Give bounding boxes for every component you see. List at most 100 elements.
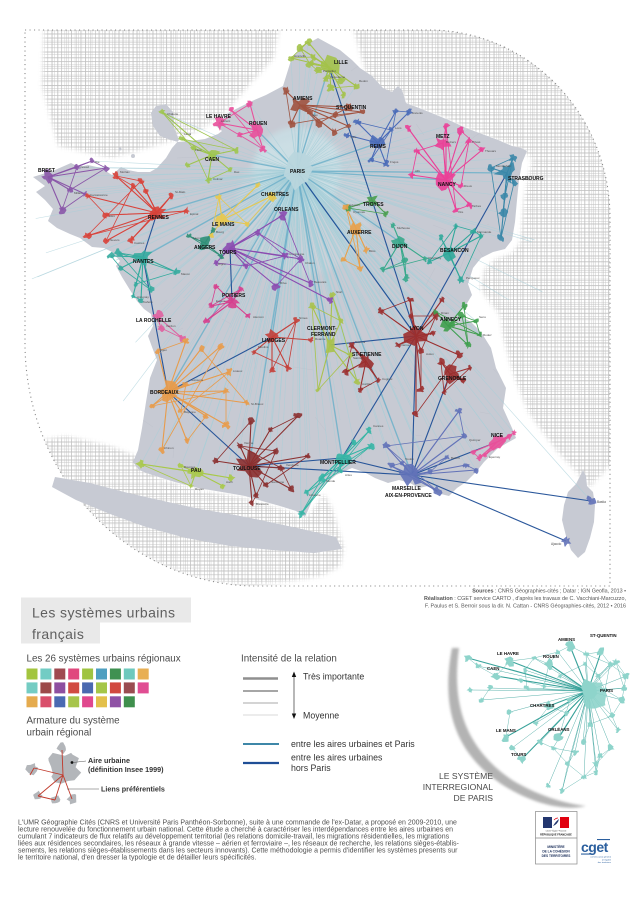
- svg-text:Dax: Dax: [234, 170, 240, 174]
- svg-text:St-Malo: St-Malo: [175, 190, 186, 194]
- svg-text:Les 26 systèmes urbains région: Les 26 systèmes urbains régionaux: [27, 654, 181, 665]
- svg-text:Avignon: Avignon: [349, 203, 360, 207]
- svg-text:Laval: Laval: [184, 132, 192, 136]
- svg-text:REIMS: REIMS: [370, 144, 387, 150]
- svg-text:Chalons: Chalons: [167, 112, 179, 116]
- svg-text:TOURS: TOURS: [219, 250, 237, 256]
- svg-text:BREST: BREST: [38, 168, 55, 174]
- svg-text:PARIS: PARIS: [600, 688, 613, 693]
- svg-text:Armature du système: Armature du système: [27, 716, 121, 727]
- svg-text:hors Paris: hors Paris: [291, 763, 331, 773]
- svg-text:Perigueux: Perigueux: [466, 276, 480, 280]
- svg-text:Les systèmes urbains: Les systèmes urbains: [32, 605, 175, 621]
- svg-text:Toulon: Toulon: [405, 457, 414, 461]
- svg-text:cumulant 7 indicateurs de flux: cumulant 7 indicateurs de flux relatifs …: [18, 834, 450, 841]
- svg-text:ANGERS: ANGERS: [194, 245, 216, 251]
- svg-text:Agen: Agen: [160, 348, 167, 352]
- svg-text:Vitre: Vitre: [428, 256, 434, 260]
- svg-text:DIJON: DIJON: [392, 244, 408, 250]
- svg-text:L'UMR Géographie Cités (CNRS e: L'UMR Géographie Cités (CNRS et Universi…: [18, 820, 457, 827]
- svg-text:Moulins: Moulins: [258, 345, 269, 349]
- svg-text:LE HAVRE: LE HAVRE: [497, 651, 519, 656]
- svg-text:Millau: Millau: [74, 191, 82, 195]
- svg-text:LE MANS: LE MANS: [496, 728, 516, 733]
- svg-text:le territoire national, d'en d: le territoire national, d'en dresser la …: [18, 855, 256, 862]
- svg-text:Belfort: Belfort: [451, 456, 460, 460]
- svg-text:Redon: Redon: [359, 79, 368, 83]
- svg-text:MONTPELLIER: MONTPELLIER: [320, 460, 356, 466]
- svg-text:Intensité de la relation: Intensité de la relation: [241, 654, 337, 665]
- svg-text:Bourg: Bourg: [216, 230, 224, 234]
- svg-text:AIX-EN-PROVENCE: AIX-EN-PROVENCE: [385, 493, 432, 499]
- svg-text:Niort: Niort: [336, 290, 343, 294]
- svg-text:Liberté • Égalité • Fraternité: Liberté • Égalité • Fraternité: [546, 830, 567, 833]
- svg-text:Narbonne: Narbonne: [271, 480, 285, 484]
- svg-text:Thouars: Thouars: [485, 149, 497, 153]
- svg-text:BORDEAUX: BORDEAUX: [150, 390, 179, 396]
- svg-text:GRENOBLE: GRENOBLE: [438, 376, 467, 382]
- svg-text:commissariat général: commissariat général: [590, 856, 611, 859]
- svg-text:NANCY: NANCY: [438, 182, 456, 188]
- svg-text:Vesoul: Vesoul: [80, 165, 89, 169]
- svg-text:entre les aires urbaines et Pa: entre les aires urbaines et Paris: [291, 739, 415, 749]
- svg-text:Ajaccio: Ajaccio: [551, 542, 562, 546]
- svg-text:Vendome: Vendome: [286, 463, 299, 467]
- svg-text:Beauvais: Beauvais: [314, 280, 327, 284]
- svg-text:Pontarlier: Pontarlier: [323, 69, 336, 73]
- svg-text:MARSEILLE: MARSEILLE: [392, 486, 422, 492]
- svg-text:Bourges: Bourges: [184, 465, 196, 469]
- svg-text:Lorient: Lorient: [221, 119, 230, 123]
- svg-text:sements, les relations sièges-: sements, les relations sièges-établissem…: [18, 848, 458, 855]
- svg-text:ST-ETIENNE: ST-ETIENNE: [352, 352, 382, 358]
- svg-text:FERRAND: FERRAND: [311, 332, 336, 338]
- svg-text:Ancenis: Ancenis: [412, 111, 423, 115]
- svg-text:lecture renouvelée du fonction: lecture renouvelée du fonctionnement urb…: [18, 827, 453, 834]
- svg-text:Annonay: Annonay: [137, 295, 149, 299]
- svg-text:Beziers: Beziers: [446, 140, 457, 144]
- svg-text:Moyenne: Moyenne: [303, 711, 339, 721]
- svg-text:Gap: Gap: [312, 113, 318, 117]
- svg-text:Nevers: Nevers: [110, 238, 120, 242]
- svg-text:Montauban: Montauban: [496, 164, 511, 168]
- svg-text:BESANCON: BESANCON: [440, 248, 469, 254]
- svg-text:des territoires: des territoires: [598, 861, 612, 864]
- svg-text:Bastia: Bastia: [597, 500, 606, 504]
- svg-text:Nimes: Nimes: [299, 316, 308, 320]
- svg-text:POITIERS: POITIERS: [222, 293, 246, 299]
- svg-text:TROYES: TROYES: [363, 202, 384, 208]
- svg-text:Compiegne: Compiegne: [289, 252, 305, 256]
- svg-text:ROUEN: ROUEN: [249, 121, 267, 127]
- svg-text:LE SYSTÈME: LE SYSTÈME: [439, 771, 493, 781]
- svg-text:Chinon: Chinon: [164, 446, 174, 450]
- svg-text:Saumur: Saumur: [355, 340, 366, 344]
- svg-text:Tarbes: Tarbes: [472, 204, 482, 208]
- svg-text:Vichy: Vichy: [434, 256, 442, 260]
- svg-text:Colmar: Colmar: [213, 177, 223, 181]
- svg-text:Vire: Vire: [458, 210, 464, 214]
- svg-text:LA ROCHELLE: LA ROCHELLE: [136, 318, 172, 324]
- svg-text:DES TERRITOIRES: DES TERRITOIRES: [542, 854, 571, 858]
- svg-text:CHARTRES: CHARTRES: [530, 703, 554, 708]
- svg-text:Aurillac: Aurillac: [362, 382, 372, 386]
- svg-text:Carcassonne: Carcassonne: [90, 193, 108, 197]
- svg-text:Morlaix: Morlaix: [120, 170, 130, 174]
- svg-text:Marmande: Marmande: [477, 230, 492, 234]
- svg-text:St-Brieuc: St-Brieuc: [251, 402, 264, 406]
- svg-text:Royan: Royan: [195, 487, 204, 491]
- svg-text:DE PARIS: DE PARIS: [454, 793, 494, 803]
- svg-text:Alencon: Alencon: [253, 315, 264, 319]
- svg-text:ST-QUENTIN: ST-QUENTIN: [590, 633, 617, 638]
- svg-text:METZ: METZ: [436, 134, 450, 140]
- svg-text:CHARTRES: CHARTRES: [261, 192, 289, 198]
- svg-text:liées aux résidences secondair: liées aux résidences secondaires, les ré…: [18, 841, 460, 848]
- svg-text:français: français: [32, 626, 84, 642]
- svg-text:Frejus: Frejus: [390, 160, 399, 164]
- svg-text:Roanne: Roanne: [315, 337, 326, 341]
- svg-text:ANNECY: ANNECY: [440, 317, 462, 323]
- svg-text:Mulhouse: Mulhouse: [397, 226, 410, 230]
- svg-text:Aire urbaine: Aire urbaine: [88, 756, 130, 765]
- svg-text:Dreux: Dreux: [464, 184, 473, 188]
- svg-text:Digne: Digne: [218, 262, 226, 266]
- svg-text:Liens préférentiels: Liens préférentiels: [101, 785, 165, 794]
- svg-text:Cannes: Cannes: [373, 424, 384, 428]
